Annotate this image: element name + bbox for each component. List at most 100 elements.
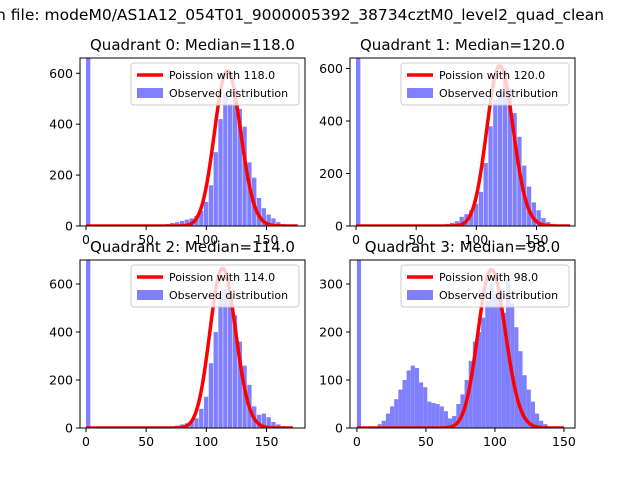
histogram-bar <box>481 317 486 428</box>
histogram-bar <box>237 341 242 428</box>
histogram-bar <box>468 360 473 428</box>
y-tick-label: 400 <box>49 325 73 340</box>
histogram-bar <box>423 387 428 428</box>
legend-box <box>400 264 570 308</box>
y-tick-label: 0 <box>65 421 73 436</box>
y-tick-label: 400 <box>319 114 343 129</box>
x-tick-label: 150 <box>255 232 279 247</box>
legend-box <box>400 62 570 106</box>
y-tick-label: 300 <box>319 277 343 292</box>
histogram-bar <box>454 221 460 226</box>
histogram-bar <box>410 365 415 428</box>
histogram-bar <box>194 418 199 428</box>
x-tick-label: 50 <box>138 232 154 247</box>
histogram-bar <box>356 58 361 226</box>
poisson-curve <box>85 266 294 428</box>
panel-title: Quadrant 0: Median=118.0 <box>90 36 295 54</box>
axes-frame <box>349 57 576 227</box>
histogram-bar <box>431 403 436 428</box>
legend-label: Poission with 98.0 <box>439 271 538 284</box>
x-tick-label: 50 <box>408 232 424 247</box>
histogram-bar <box>502 68 508 226</box>
histogram-bar <box>406 370 411 428</box>
histogram-bar <box>459 216 464 226</box>
legend-label: Poission with 114.0 <box>169 271 275 284</box>
histogram-bar <box>242 126 247 226</box>
y-tick-label: 0 <box>335 421 343 436</box>
histogram-bar <box>402 380 407 428</box>
quadrant-3-panel: 0 50 100 150 0 100 200 300 Quadrant 3: Median=98… <box>319 238 576 449</box>
legend-label: Observed distribution <box>439 87 558 100</box>
histogram-bar <box>514 327 519 428</box>
legend-label: Poission with 118.0 <box>169 69 275 82</box>
legend-box <box>130 264 300 308</box>
x-tick-label: 0 <box>353 434 361 449</box>
y-tick-label: 600 <box>49 66 73 81</box>
histogram-bar <box>483 163 488 226</box>
legend-box <box>130 62 300 106</box>
histogram-bar <box>213 332 218 428</box>
histogram-bar <box>488 126 493 226</box>
legend-bar-swatch <box>137 88 163 98</box>
histogram-bar <box>227 103 233 226</box>
legend-label: Observed distribution <box>169 87 288 100</box>
histogram-bar <box>526 389 531 428</box>
histogram-bar <box>86 58 91 226</box>
histogram-bar <box>473 203 479 226</box>
histogram-bar <box>203 396 209 428</box>
histogram-bar <box>271 218 276 226</box>
y-tick-label: 600 <box>319 61 343 76</box>
axes-frame <box>79 57 306 227</box>
histogram-bar <box>218 293 223 428</box>
histogram-bar <box>485 300 490 428</box>
legend-label: Poission with 120.0 <box>439 69 545 82</box>
histogram-bar <box>493 100 498 226</box>
histogram-bar <box>489 284 494 428</box>
histogram-bar <box>208 185 214 226</box>
histogram-bar <box>435 404 440 428</box>
histogram-bar <box>427 401 432 428</box>
quadrant-2-panel: 0 50 100 150 0 200 400 600 Quadrant 2: Median=11… <box>49 238 306 449</box>
poisson-curve <box>355 64 571 226</box>
legend-bar-swatch <box>137 290 163 300</box>
histogram-bar <box>452 416 457 428</box>
histogram-bar <box>536 210 541 226</box>
histogram-bar <box>381 420 386 428</box>
histogram-bar <box>218 119 223 226</box>
histogram-bar <box>232 88 238 226</box>
y-tick-label: 200 <box>49 373 73 388</box>
histogram-bar <box>356 260 362 428</box>
histogram-bar <box>261 208 267 226</box>
histogram-bar <box>390 406 395 428</box>
axes-frame <box>349 259 576 429</box>
histogram-bar <box>497 92 503 226</box>
histogram-bar <box>199 210 204 226</box>
histogram-bar <box>456 404 461 428</box>
y-tick-label: 0 <box>65 219 73 234</box>
histogram-bar <box>276 424 281 428</box>
histogram-bar <box>242 365 247 428</box>
histogram-bar <box>443 411 449 428</box>
histogram-bar <box>517 136 522 226</box>
histogram-bar <box>199 408 204 428</box>
histogram-bar <box>507 89 512 226</box>
x-tick-label: 50 <box>418 434 434 449</box>
histogram-bar <box>256 198 262 226</box>
histogram-bar <box>184 219 190 226</box>
histogram-bar <box>247 162 252 226</box>
histogram-bar <box>213 152 218 226</box>
x-tick-label: 50 <box>138 434 154 449</box>
histogram-bar <box>522 375 527 428</box>
x-tick-label: 150 <box>255 434 279 449</box>
histogram-bar <box>377 424 382 428</box>
histogram-bar <box>175 222 180 226</box>
legend-bar-swatch <box>407 290 433 300</box>
histogram-bar <box>419 382 424 428</box>
y-tick-label: 200 <box>319 325 343 340</box>
histogram-bar <box>448 418 453 428</box>
y-tick-label: 200 <box>319 166 343 181</box>
y-tick-label: 600 <box>49 277 73 292</box>
histogram-bar <box>179 220 185 226</box>
histogram-bar <box>203 201 209 226</box>
